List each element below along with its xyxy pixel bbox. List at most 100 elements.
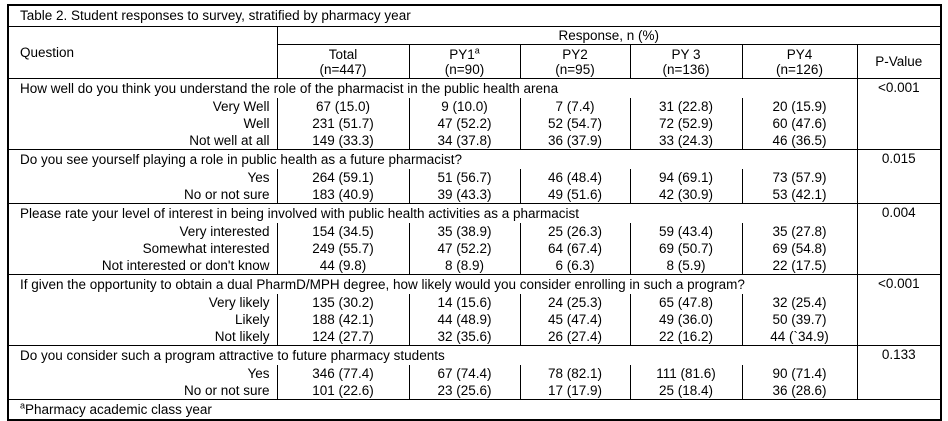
value-cell: 7 (7.4) (520, 98, 631, 115)
response-label: Not likely (8, 328, 278, 346)
question-row: Do you consider such a program attractiv… (8, 345, 942, 400)
value-cell: 44 (`34.9) (742, 328, 858, 346)
response-label: Somewhat interested (8, 240, 278, 257)
column-n: (n=447) (319, 61, 367, 77)
value-cell: 59 (43.4) (630, 223, 743, 240)
value-cell: 25 (18.4) (630, 382, 743, 400)
value-cell: 64 (67.4) (520, 240, 631, 257)
column-name: PY 3 (671, 46, 701, 62)
value-cell: 47 (52.2) (409, 240, 521, 257)
question-row: Please rate your level of interest in be… (8, 203, 942, 275)
response-label: Very likely (8, 294, 278, 311)
value-cell: 33 (24.3) (630, 132, 743, 150)
value-cell: 32 (35.6) (409, 328, 521, 346)
value-cell: 26 (27.4) (520, 328, 631, 346)
title-row: Table 2. Student responses to survey, st… (8, 5, 942, 27)
column-header-py1: PY1a (n=90) (409, 44, 521, 79)
data-row: Very interested 154 (34.5) 35 (38.9) 25 (26… (8, 223, 941, 240)
question-text: If given the opportunity to obtain a dua… (8, 274, 857, 294)
response-label: Not interested or don't know (8, 257, 278, 275)
value-cell: 94 (69.1) (630, 169, 743, 186)
value-cell: 17 (17.9) (520, 382, 631, 400)
value-cell: 183 (40.9) (277, 186, 410, 204)
column-header-py4: PY4 (n=126) (742, 44, 858, 79)
footnote-text: Pharmacy academic class year (25, 401, 212, 417)
question-text: Do you see yourself playing a role in pu… (8, 149, 857, 169)
p-value-cell: <0.001 (856, 274, 942, 346)
response-label: No or not sure (8, 382, 278, 400)
data-row: No or not sure 183 (40.9) 39 (43.3) 49 (51.… (8, 186, 941, 204)
value-cell: 264 (59.1) (277, 169, 410, 186)
value-cell: 78 (82.1) (520, 365, 631, 382)
column-name: PY4 (786, 46, 813, 62)
question-text: Please rate your level of interest in be… (8, 203, 857, 223)
value-cell: 249 (55.7) (277, 240, 410, 257)
column-n: (n=126) (776, 61, 823, 77)
p-value-cell: 0.004 (856, 203, 942, 275)
value-cell: 49 (36.0) (630, 311, 743, 328)
value-cell: 46 (48.4) (520, 169, 631, 186)
value-cell: 32 (25.4) (742, 294, 858, 311)
value-cell: 90 (71.4) (742, 365, 858, 382)
column-name: Total (328, 46, 358, 62)
value-cell: 67 (74.4) (409, 365, 521, 382)
value-cell: 44 (48.9) (409, 311, 521, 328)
value-cell: 149 (33.3) (277, 132, 410, 150)
survey-table: Table 2. Student responses to survey, st… (7, 4, 943, 421)
value-cell: 135 (30.2) (277, 294, 410, 311)
value-cell: 46 (36.5) (742, 132, 858, 150)
value-cell: 20 (15.9) (742, 98, 858, 115)
data-row: Not interested or don't know 44 (9.8) 8 (8… (8, 257, 941, 275)
data-row: Likely 188 (42.1) 44 (48.9) 45 (47.4) 49 (36… (8, 311, 941, 328)
response-label: Very Well (8, 98, 278, 115)
value-cell: 111 (81.6) (630, 365, 743, 382)
footnote-superscript: a (20, 400, 26, 410)
value-cell: 53 (42.1) (742, 186, 858, 204)
response-label: Yes (8, 169, 278, 186)
value-cell: 101 (22.6) (277, 382, 410, 400)
value-cell: 31 (22.8) (630, 98, 743, 115)
footnote-row: aPharmacy academic class year (8, 399, 942, 420)
data-row: No or not sure 101 (22.6) 23 (25.6) 17 (17.… (8, 382, 941, 400)
response-group-header: Response, n (%) (277, 26, 942, 45)
response-label: Very interested (8, 223, 278, 240)
value-cell: 34 (37.8) (409, 132, 521, 150)
footnote: aPharmacy academic class year (8, 399, 942, 420)
value-cell: 67 (15.0) (277, 98, 410, 115)
value-cell: 35 (27.8) (742, 223, 858, 240)
question-row: Do you see yourself playing a role in pu… (8, 149, 942, 204)
column-header-py3: PY 3 (n=136) (630, 44, 743, 79)
value-cell: 36 (28.6) (742, 382, 858, 400)
response-header-row: Question Response, n (%) (8, 26, 942, 79)
value-cell: 6 (6.3) (520, 257, 631, 275)
value-cell: 44 (9.8) (277, 257, 410, 275)
data-row: Yes 346 (77.4) 67 (74.4) 78 (82.1) 111 (81.6… (8, 365, 941, 382)
value-cell: 346 (77.4) (277, 365, 410, 382)
value-cell: 25 (26.3) (520, 223, 631, 240)
column-name: PY1 (449, 46, 475, 62)
data-row: Not well at all 149 (33.3) 34 (37.8) 36 (37… (8, 132, 941, 150)
value-cell: 60 (47.6) (742, 115, 858, 132)
value-cell: 65 (47.8) (630, 294, 743, 311)
value-cell: 73 (57.9) (742, 169, 858, 186)
table-foot: aPharmacy academic class year (8, 399, 942, 420)
column-superscript: a (474, 45, 480, 55)
p-value-cell: <0.001 (856, 78, 942, 150)
column-n: (n=95) (555, 61, 595, 77)
value-cell: 49 (51.6) (520, 186, 631, 204)
column-n: (n=136) (662, 61, 710, 77)
value-cell: 35 (38.9) (409, 223, 521, 240)
response-label: Yes (8, 365, 278, 382)
column-n: (n=90) (444, 61, 485, 77)
value-cell: 8 (8.9) (409, 257, 521, 275)
value-cell: 14 (15.6) (409, 294, 521, 311)
value-cell: 188 (42.1) (277, 311, 410, 328)
value-cell: 231 (51.7) (277, 115, 410, 132)
value-cell: 36 (37.9) (520, 132, 631, 150)
value-cell: 22 (16.2) (630, 328, 743, 346)
table-container: Table 2. Student responses to survey, st… (7, 4, 943, 421)
question-text: Do you consider such a program attractiv… (8, 345, 857, 365)
value-cell: 52 (54.7) (520, 115, 631, 132)
value-cell: 124 (27.7) (277, 328, 410, 346)
value-cell: 22 (17.5) (742, 257, 858, 275)
